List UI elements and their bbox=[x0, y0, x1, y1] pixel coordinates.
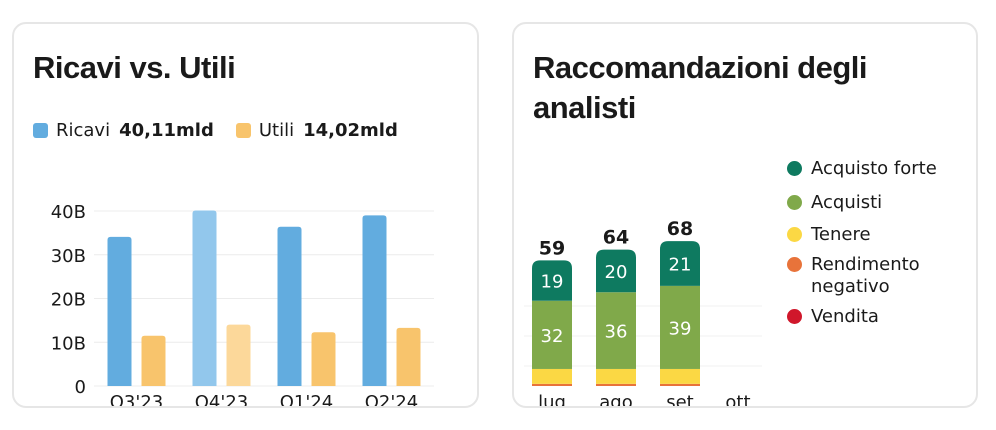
analyst-chart-title: Raccomandazioni degli analisti bbox=[533, 50, 868, 125]
segment-rendimento-negativo bbox=[660, 383, 700, 386]
bar-total-label: 59 bbox=[539, 237, 565, 259]
bar-earnings bbox=[141, 335, 166, 386]
y-tick-label: 0 bbox=[75, 377, 86, 398]
segment-acquisto-forte bbox=[660, 241, 700, 286]
legend-label-underperform: Rendimento negativo bbox=[811, 254, 920, 297]
revenue-swatch bbox=[33, 123, 48, 138]
buy-dot bbox=[787, 195, 802, 210]
x-tick-label: Q3'23 bbox=[110, 392, 163, 406]
legend-item-buy[interactable]: Acquisti bbox=[787, 192, 961, 214]
legend-item-hold[interactable]: Tenere bbox=[787, 224, 961, 246]
segment-value-label: 19 bbox=[541, 272, 564, 293]
bar-earnings bbox=[226, 324, 251, 386]
legend-label-revenue: Ricavi bbox=[56, 120, 111, 141]
legend-item-underperform[interactable]: Rendimento negativo bbox=[787, 254, 961, 298]
segment-value-label: 20 bbox=[605, 262, 628, 283]
earnings-swatch bbox=[235, 123, 251, 138]
segment-acquisti bbox=[596, 292, 636, 369]
x-tick-label: lug bbox=[538, 392, 566, 406]
legend-label-buy: Acquisti bbox=[811, 192, 883, 213]
segment-value-label: 32 bbox=[541, 326, 564, 347]
revenue-chart-title: Ricavi vs. Utili bbox=[33, 50, 236, 85]
bar-revenue bbox=[362, 215, 387, 386]
strong-buy-dot bbox=[787, 161, 802, 176]
sell-dot bbox=[787, 309, 802, 324]
segment-tenere bbox=[532, 368, 572, 384]
segment-acquisti bbox=[532, 300, 572, 369]
x-tick-label: Q2'24 bbox=[365, 392, 418, 406]
analyst-chart-legend: Acquisto forte Acquisti Tenere Rendiment… bbox=[787, 158, 961, 340]
legend-item-strong-buy[interactable]: Acquisto forte bbox=[787, 158, 961, 180]
bar-revenue bbox=[192, 210, 217, 386]
x-tick-label: Q4'23 bbox=[195, 392, 248, 406]
x-tick-label: ott bbox=[725, 392, 750, 406]
x-tick-label: Q1'24 bbox=[280, 392, 333, 406]
y-tick-label: 10B bbox=[51, 333, 86, 354]
bar-revenue bbox=[107, 236, 132, 386]
underperform-dot bbox=[787, 257, 802, 272]
bar-total-label: 64 bbox=[603, 227, 629, 249]
analyst-recommendations-stacked-bar-chart: 32 19 59 lug 36 20 64 ago 39 21 68 set ott bbox=[524, 218, 762, 406]
segment-tenere bbox=[596, 368, 636, 384]
legend-value-earnings: 14,02mld bbox=[303, 120, 398, 141]
y-tick-label: 30B bbox=[51, 246, 86, 267]
bar-earnings bbox=[396, 327, 421, 386]
bar-earnings bbox=[311, 332, 336, 386]
segment-value-label: 21 bbox=[669, 255, 692, 276]
x-tick-label: ago bbox=[599, 392, 632, 406]
segment-acquisto-forte bbox=[596, 249, 636, 293]
y-tick-label: 40B bbox=[51, 202, 86, 223]
legend-value-revenue: 40,11mld bbox=[119, 120, 214, 141]
segment-rendimento-negativo bbox=[596, 383, 636, 386]
analyst-recommendations-card: Raccomandazioni degli analisti 32 19 59 lug… bbox=[512, 22, 978, 408]
legend-item-earnings[interactable]: Utili 14,02mld bbox=[235, 120, 398, 141]
segment-acquisti bbox=[660, 285, 700, 369]
segment-tenere bbox=[660, 368, 700, 384]
bar-revenue bbox=[277, 226, 302, 386]
legend-label-hold: Tenere bbox=[811, 224, 871, 245]
y-tick-label: 20B bbox=[51, 290, 86, 311]
revenue-chart-legend: Ricavi 40,11mld Utili 14,02mld bbox=[33, 120, 420, 141]
revenue-vs-earnings-card: Ricavi vs. Utili Ricavi 40,11mld Utili 1… bbox=[12, 22, 479, 408]
revenue-earnings-bar-chart: 0 10B 20B 30B 40B Q3'23 Q4'23 Q1'24 Q2'24 bbox=[51, 202, 434, 406]
legend-label-strong-buy: Acquisto forte bbox=[811, 158, 937, 179]
segment-acquisto-forte bbox=[532, 260, 572, 301]
bar-total-label: 68 bbox=[667, 218, 693, 240]
segment-value-label: 36 bbox=[605, 322, 628, 343]
x-tick-label: set bbox=[666, 392, 694, 406]
legend-item-sell[interactable]: Vendita bbox=[787, 306, 961, 328]
segment-rendimento-negativo bbox=[532, 383, 572, 386]
legend-item-revenue[interactable]: Ricavi 40,11mld bbox=[33, 120, 214, 141]
hold-dot bbox=[787, 227, 802, 242]
legend-label-earnings: Utili bbox=[258, 120, 295, 141]
segment-value-label: 39 bbox=[669, 318, 692, 339]
legend-label-sell: Vendita bbox=[811, 306, 879, 327]
